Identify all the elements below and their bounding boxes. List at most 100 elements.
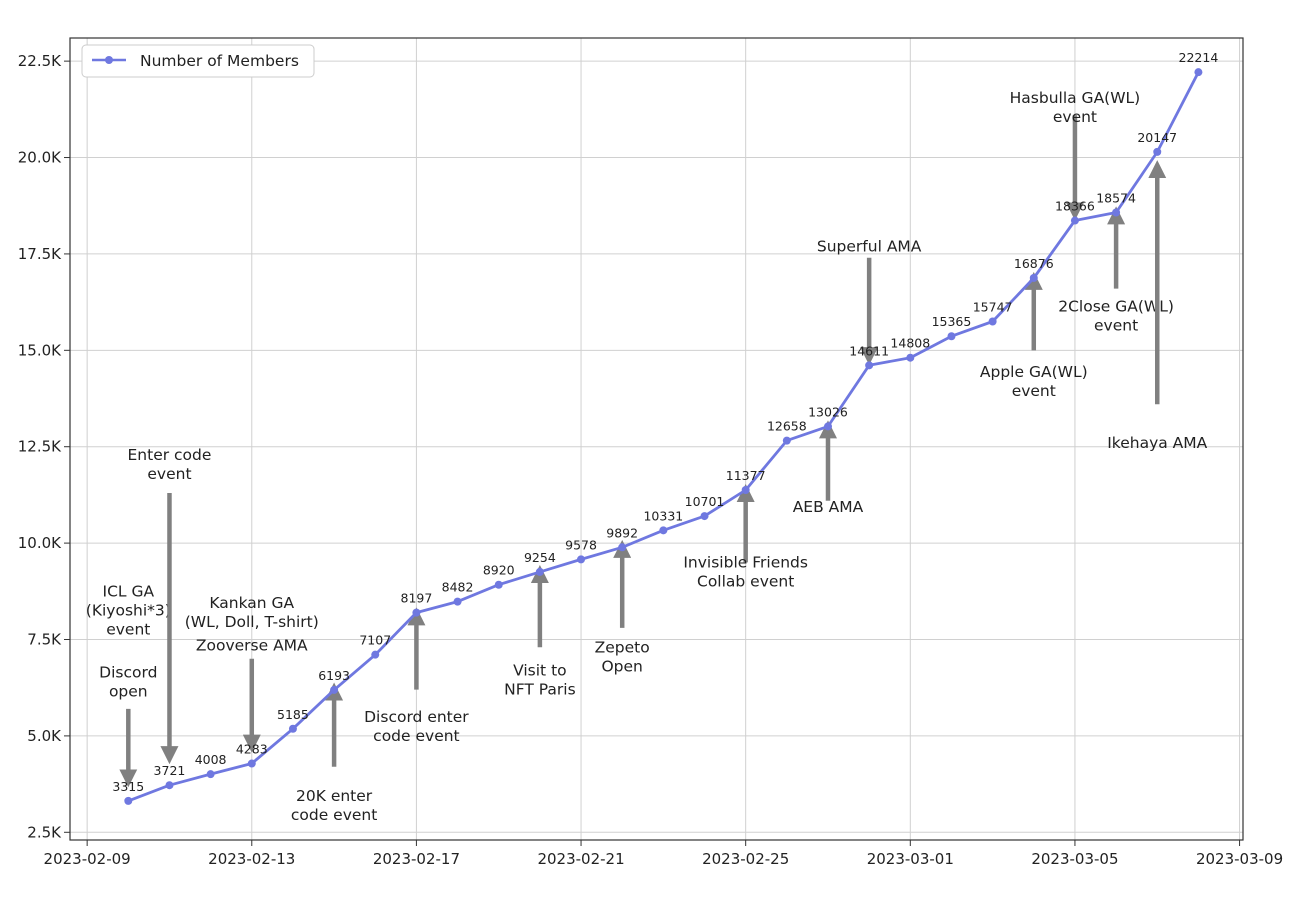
data-point: [412, 608, 421, 617]
data-point: [494, 580, 503, 589]
annotation-text: event: [106, 621, 150, 639]
data-point: [330, 685, 339, 694]
data-label: 15747: [973, 300, 1013, 315]
data-point: [618, 543, 627, 552]
annotation-text: Invisible Friends: [683, 554, 808, 572]
data-point: [165, 781, 174, 790]
y-tick-label: 7.5K: [27, 631, 62, 649]
y-tick-label: 2.5K: [27, 823, 62, 841]
annotation-text: code event: [291, 806, 377, 824]
plot-frame: [69, 37, 1244, 841]
annotation-text: Apple GA(WL): [980, 363, 1088, 381]
y-tick-label: 12.5K: [18, 438, 62, 456]
data-label: 4008: [195, 752, 227, 767]
data-label: 18366: [1055, 199, 1095, 214]
annotation-text: event: [1053, 108, 1097, 126]
data-label: 6193: [318, 668, 350, 683]
data-point: [453, 597, 462, 606]
annotation-text: Zooverse AMA: [196, 637, 308, 655]
annotation-text: (WL, Doll, T-shirt): [185, 613, 319, 631]
data-label: 13026: [808, 404, 848, 419]
data-point: [947, 332, 956, 341]
annotation-text: Ikehaya AMA: [1107, 434, 1207, 452]
data-label: 14808: [890, 336, 930, 351]
data-label: 3721: [154, 763, 186, 778]
data-point: [577, 555, 586, 564]
data-point: [124, 796, 133, 805]
annotation-text: Discord enter: [364, 708, 469, 726]
data-point: [1153, 147, 1162, 156]
data-label: 7107: [359, 633, 391, 648]
data-point: [1112, 208, 1121, 217]
x-tick-label: 2023-03-05: [1031, 850, 1118, 868]
data-label: 12658: [767, 419, 807, 434]
annotation-text: 20K enter: [296, 787, 373, 805]
data-point: [988, 317, 997, 326]
annotation-text: ICL GA: [103, 583, 155, 601]
data-label: 20147: [1137, 130, 1177, 145]
legend-point-marker: [105, 56, 113, 64]
annotation-text: Kankan GA: [209, 594, 294, 612]
y-tick-label: 22.5K: [18, 52, 62, 70]
legend: Number of Members: [81, 44, 315, 78]
data-label: 10701: [685, 494, 725, 509]
data-label: 8920: [483, 563, 515, 578]
grid-lines: [70, 38, 1243, 840]
axes: 2023-02-09 2023-02-13 2023-02-17 2023-02-21…: [18, 52, 1283, 868]
data-label: 11377: [726, 468, 766, 483]
series-number-of-members: [124, 68, 1203, 805]
annotation-text: event: [1012, 382, 1056, 400]
annotation-text: NFT Paris: [504, 681, 576, 699]
data-point: [823, 422, 832, 431]
data-label: 15365: [932, 314, 972, 329]
data-point: [1070, 216, 1079, 225]
x-tick-label: 2023-02-13: [208, 850, 295, 868]
data-point: [371, 650, 380, 659]
annotation-text: code event: [373, 727, 459, 745]
annotation-text: Visit to: [513, 662, 567, 680]
data-point: [206, 770, 215, 779]
annotation-text: open: [109, 683, 148, 701]
y-tick-label: 20.0K: [18, 149, 62, 167]
annotation-text: AEB AMA: [793, 498, 864, 516]
data-point: [288, 724, 297, 733]
data-label: 18574: [1096, 191, 1136, 206]
data-labels: 3315 3721 4008 4283 5185 6193 7107 8197 8482 8920…: [112, 50, 1218, 794]
annotation-text: event: [147, 465, 191, 483]
plot-background: [70, 38, 1243, 840]
x-tick-label: 2023-02-17: [373, 850, 460, 868]
y-tick-label: 10.0K: [18, 534, 62, 552]
annotation-text: Discord: [99, 664, 157, 682]
annotation-text: Superful AMA: [817, 238, 922, 256]
x-tick-label: 2023-02-21: [537, 850, 624, 868]
annotation-text: event: [1094, 316, 1138, 334]
legend-label: Number of Members: [140, 52, 299, 70]
annotation-text: Hasbulla GA(WL): [1010, 89, 1141, 107]
x-tick-label: 2023-03-01: [867, 850, 954, 868]
x-tick-label: 2023-02-25: [702, 850, 789, 868]
annotation-text: Enter code: [128, 446, 212, 464]
annotation-text: Open: [601, 658, 642, 676]
data-point: [741, 486, 750, 495]
legend-box: [81, 44, 315, 78]
data-point: [535, 567, 544, 576]
data-label: 16876: [1014, 256, 1054, 271]
data-label: 9578: [565, 537, 597, 552]
data-label: 10331: [643, 508, 683, 523]
data-point: [659, 526, 668, 535]
data-point: [906, 353, 915, 362]
x-tick-label: 2023-02-09: [44, 850, 131, 868]
data-label: 3315: [112, 779, 144, 794]
data-label: 8197: [401, 591, 433, 606]
data-label: 5185: [277, 707, 309, 722]
data-label: 4283: [236, 742, 268, 757]
data-point: [865, 361, 874, 370]
data-label: 9892: [606, 525, 638, 540]
data-label: 9254: [524, 550, 556, 565]
x-tick-label: 2023-03-09: [1196, 850, 1283, 868]
annotation-text: 2Close GA(WL): [1058, 297, 1174, 315]
annotation-text: Zepeto: [595, 639, 650, 657]
data-point: [1194, 68, 1203, 77]
